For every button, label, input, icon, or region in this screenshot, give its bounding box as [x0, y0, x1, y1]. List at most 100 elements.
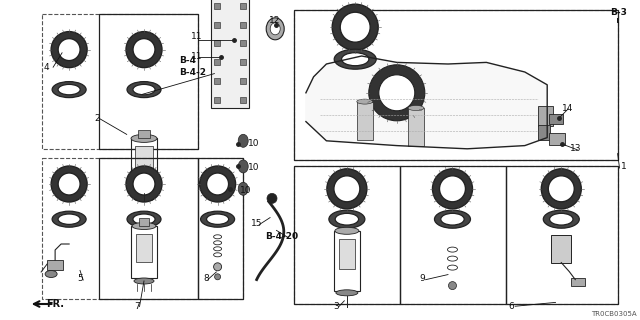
Text: FR.: FR.: [46, 299, 64, 309]
Bar: [241, 78, 246, 84]
Polygon shape: [306, 56, 547, 149]
Circle shape: [440, 176, 465, 202]
Circle shape: [133, 173, 155, 195]
Circle shape: [51, 32, 87, 68]
Text: 4: 4: [44, 63, 49, 72]
Ellipse shape: [52, 82, 86, 98]
Ellipse shape: [134, 196, 154, 201]
Circle shape: [334, 176, 360, 202]
Ellipse shape: [200, 211, 235, 227]
Bar: [47, 260, 63, 270]
Ellipse shape: [238, 182, 248, 195]
Bar: [241, 40, 246, 46]
Bar: [241, 22, 246, 28]
Ellipse shape: [238, 134, 248, 147]
Bar: [549, 114, 563, 124]
Bar: [214, 22, 220, 28]
Text: B-4-2: B-4-2: [179, 68, 206, 77]
Circle shape: [214, 263, 221, 271]
Bar: [214, 3, 220, 9]
Bar: [294, 166, 618, 304]
Text: 12: 12: [269, 16, 280, 25]
Ellipse shape: [58, 84, 80, 95]
Bar: [538, 125, 550, 140]
Bar: [241, 59, 246, 65]
Ellipse shape: [134, 278, 154, 284]
Ellipse shape: [127, 211, 161, 227]
Text: 5: 5: [77, 274, 83, 283]
Bar: [357, 101, 372, 140]
Text: 10: 10: [240, 186, 252, 195]
Bar: [214, 78, 220, 84]
Text: 3: 3: [333, 302, 339, 311]
Text: 8: 8: [204, 274, 209, 283]
Text: B-4: B-4: [179, 56, 196, 65]
Text: 10: 10: [248, 164, 260, 172]
Circle shape: [369, 65, 425, 121]
Ellipse shape: [52, 211, 86, 227]
Circle shape: [200, 166, 236, 202]
Ellipse shape: [238, 160, 248, 173]
Ellipse shape: [336, 290, 358, 296]
Text: 2: 2: [95, 114, 100, 123]
Ellipse shape: [335, 227, 359, 234]
Ellipse shape: [543, 210, 579, 228]
Circle shape: [379, 75, 415, 111]
Bar: [99, 14, 198, 149]
Ellipse shape: [334, 49, 376, 69]
Bar: [294, 10, 618, 160]
Bar: [538, 106, 552, 126]
Circle shape: [548, 176, 574, 202]
Circle shape: [51, 166, 87, 202]
Circle shape: [267, 193, 277, 204]
Circle shape: [126, 166, 162, 202]
Circle shape: [433, 169, 472, 209]
Circle shape: [340, 12, 370, 42]
Text: 10: 10: [248, 140, 260, 148]
Ellipse shape: [408, 106, 424, 110]
Ellipse shape: [132, 222, 156, 229]
Text: 9: 9: [419, 274, 425, 283]
Bar: [42, 158, 243, 299]
Bar: [241, 97, 246, 103]
Bar: [139, 218, 149, 226]
Bar: [131, 138, 157, 193]
Ellipse shape: [266, 18, 284, 40]
Bar: [99, 158, 198, 299]
Text: B-4-20: B-4-20: [266, 232, 299, 241]
Bar: [400, 166, 506, 304]
Ellipse shape: [550, 213, 573, 225]
Text: 13: 13: [570, 144, 581, 153]
Bar: [408, 108, 424, 146]
Circle shape: [126, 32, 162, 68]
Ellipse shape: [127, 82, 161, 98]
Text: B-3: B-3: [610, 8, 627, 17]
Ellipse shape: [441, 213, 464, 225]
Bar: [294, 10, 618, 160]
Bar: [138, 131, 150, 138]
Circle shape: [58, 39, 80, 60]
Circle shape: [58, 173, 80, 195]
Bar: [211, 0, 250, 108]
Ellipse shape: [133, 84, 155, 95]
Circle shape: [327, 169, 367, 209]
Bar: [135, 147, 153, 176]
Bar: [334, 231, 360, 291]
Bar: [214, 97, 220, 103]
Text: 7: 7: [134, 302, 140, 311]
Text: 1: 1: [621, 162, 627, 171]
Text: 15: 15: [251, 220, 262, 228]
Ellipse shape: [329, 210, 365, 228]
Text: TR0CB0305A: TR0CB0305A: [591, 311, 637, 317]
Text: 11: 11: [191, 52, 202, 61]
Bar: [549, 133, 565, 145]
Ellipse shape: [335, 213, 358, 225]
Bar: [294, 166, 400, 304]
Ellipse shape: [131, 134, 157, 142]
Ellipse shape: [58, 214, 80, 224]
Bar: [214, 59, 220, 65]
Circle shape: [214, 274, 221, 280]
Circle shape: [541, 169, 581, 209]
Circle shape: [133, 39, 155, 60]
Text: 6: 6: [509, 302, 515, 311]
